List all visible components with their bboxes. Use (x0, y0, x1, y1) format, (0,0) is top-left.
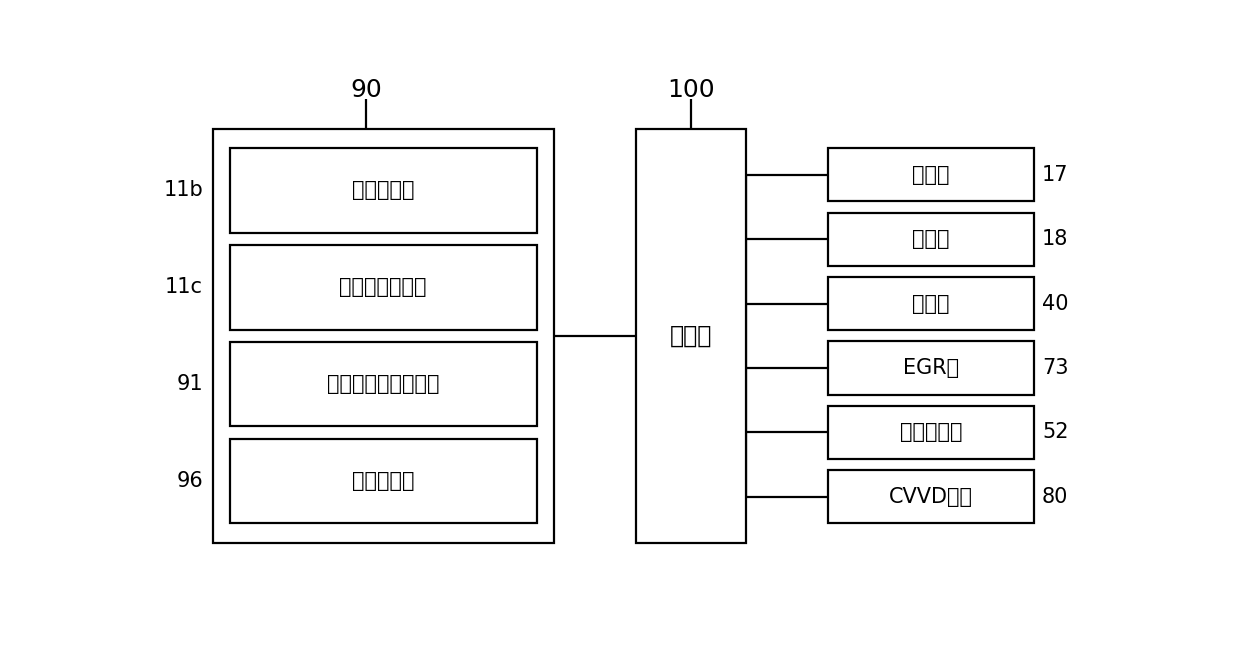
Text: 加速踏板位置检测器: 加速踏板位置检测器 (327, 374, 439, 394)
Text: 100: 100 (667, 78, 714, 102)
Text: 17: 17 (1042, 165, 1069, 185)
Bar (229, 342, 537, 426)
Text: 曲轴位置检测器: 曲轴位置检测器 (340, 277, 427, 297)
Text: 96: 96 (176, 471, 203, 491)
Text: 90: 90 (351, 78, 382, 102)
Text: 爆燃检测器: 爆燃检测器 (352, 180, 414, 200)
Text: EGR阀: EGR阀 (903, 358, 959, 378)
Bar (229, 245, 537, 329)
Text: 80: 80 (1042, 487, 1069, 507)
Bar (229, 439, 537, 523)
Bar (828, 341, 1034, 395)
Text: 40: 40 (1042, 293, 1069, 314)
Text: 11b: 11b (164, 180, 203, 200)
Text: 节气门: 节气门 (913, 293, 950, 314)
Text: 91: 91 (176, 374, 203, 394)
Bar (828, 277, 1034, 330)
Text: 火花塞: 火花塞 (913, 229, 950, 250)
Bar (229, 148, 537, 233)
Text: 控制器: 控制器 (670, 324, 712, 348)
Text: 氧气检测器: 氧气检测器 (352, 471, 414, 491)
Bar (828, 213, 1034, 266)
Bar (828, 148, 1034, 202)
Bar (828, 470, 1034, 523)
Text: 喷射器: 喷射器 (913, 165, 950, 185)
Bar (635, 129, 746, 542)
Text: 废气旁通阀: 废气旁通阀 (900, 422, 962, 442)
Text: 52: 52 (1042, 422, 1069, 442)
Text: 73: 73 (1042, 358, 1069, 378)
Text: 18: 18 (1042, 229, 1069, 250)
Text: 11c: 11c (165, 277, 203, 297)
Bar (213, 129, 554, 542)
Bar (828, 405, 1034, 459)
Text: CVVD装置: CVVD装置 (889, 487, 973, 507)
